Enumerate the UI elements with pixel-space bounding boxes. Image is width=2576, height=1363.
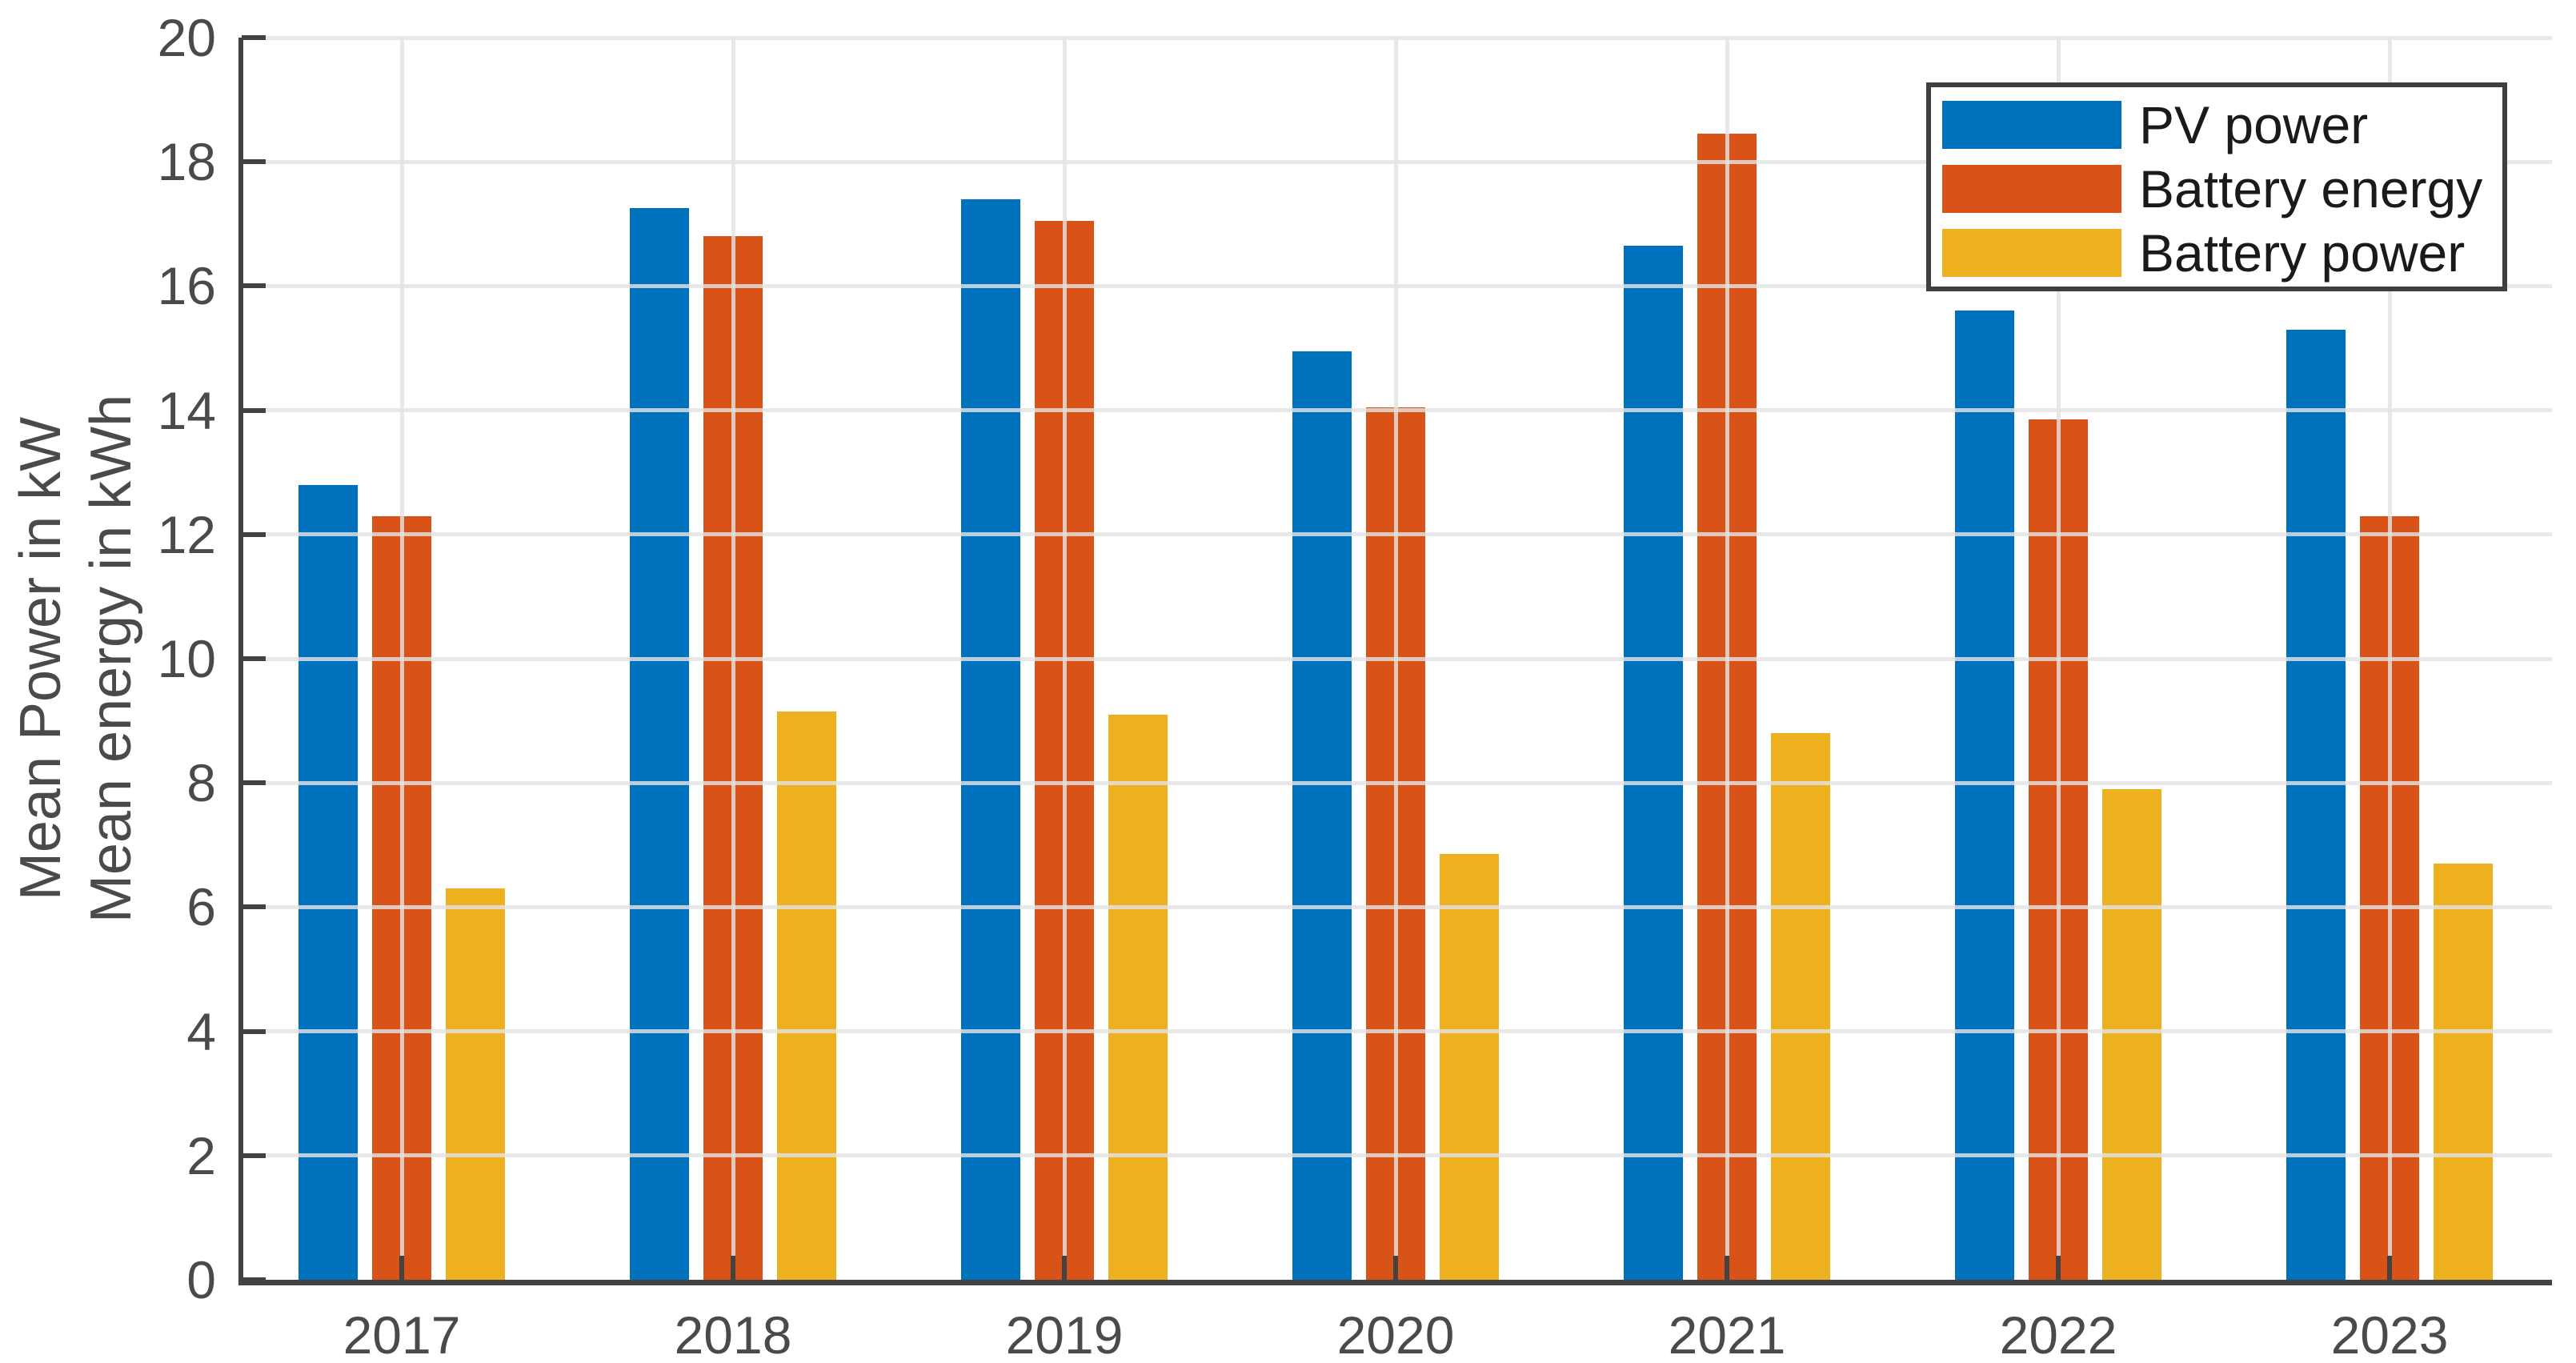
bar-battery-power-2017: [445, 888, 505, 1280]
legend-row-0: PV power: [1942, 95, 2502, 154]
legend: PV power Battery energy Battery power: [1926, 82, 2507, 291]
legend-label-pv-power: PV power: [2139, 95, 2369, 154]
bar-battery-power-2020: [1439, 854, 1499, 1280]
bar-pv-power-2023: [2286, 329, 2346, 1280]
y-gridline-2: [242, 1153, 2552, 1158]
y-tick-label-16: 16: [157, 256, 216, 316]
x-tick-label-2017: 2017: [343, 1305, 461, 1363]
y-tick-12: [242, 531, 266, 537]
bar-pv-power-2022: [1955, 311, 2015, 1280]
y-gridline-18: [242, 159, 2552, 164]
bar-battery-power-2018: [776, 711, 836, 1280]
legend-label-battery-energy: Battery energy: [2139, 159, 2483, 218]
x-tick-label-2023: 2023: [2330, 1305, 2449, 1363]
bar-pv-power-2018: [630, 208, 690, 1280]
y-tick-2: [242, 1153, 266, 1158]
y-gridline-6: [242, 904, 2552, 909]
legend-swatch-pv-power: [1942, 101, 2121, 149]
x-tick-2021: [1725, 1256, 1729, 1280]
y-tick-16: [242, 283, 266, 289]
x-tick-label-2018: 2018: [674, 1305, 792, 1363]
y-tick-10: [242, 656, 266, 661]
y-axis-line: [238, 38, 243, 1285]
y-tick-20: [242, 35, 266, 40]
y-tick-6: [242, 904, 266, 910]
bar-battery-power-2021: [1770, 733, 1830, 1280]
y-tick-label-4: 4: [186, 1001, 216, 1061]
y-tick-label-6: 6: [186, 877, 216, 937]
legend-swatch-battery-energy: [1942, 165, 2121, 213]
bar-pv-power-2019: [961, 198, 1021, 1280]
legend-swatch-battery-power: [1942, 229, 2121, 277]
y-tick-14: [242, 407, 266, 413]
bar-pv-power-2021: [1624, 245, 1684, 1280]
y-gridline-12: [242, 532, 2552, 537]
x-tick-2022: [2056, 1256, 2061, 1280]
y-gridline-14: [242, 408, 2552, 413]
y-gridline-16: [242, 283, 2552, 288]
y-gridline-20: [242, 35, 2552, 40]
x-tick-label-2020: 2020: [1336, 1305, 1455, 1363]
y-tick-label-10: 10: [157, 629, 216, 688]
y-tick-label-8: 8: [186, 753, 216, 813]
bar-battery-power-2022: [2101, 788, 2161, 1280]
y-tick-8: [242, 780, 266, 786]
bar-battery-power-2019: [1108, 714, 1168, 1280]
y-tick-label-2: 2: [186, 1125, 216, 1185]
x-tick-2017: [399, 1256, 404, 1280]
y-tick-label-18: 18: [157, 132, 216, 192]
bar-battery-power-2023: [2433, 864, 2493, 1280]
x-tick-2023: [2387, 1256, 2392, 1280]
y-gridline-4: [242, 1029, 2552, 1034]
y-tick-label-20: 20: [157, 8, 216, 67]
bar-pv-power-2020: [1292, 351, 1352, 1280]
y-tick-4: [242, 1028, 266, 1034]
y-gridline-8: [242, 780, 2552, 785]
x-tick-2020: [1393, 1256, 1398, 1280]
x-tick-label-2021: 2021: [1668, 1305, 1786, 1363]
legend-label-battery-power: Battery power: [2139, 223, 2466, 283]
x-tick-label-2019: 2019: [1005, 1305, 1124, 1363]
x-axis-line: [238, 1280, 2552, 1285]
legend-row-2: Battery power: [1942, 223, 2502, 283]
y-tick-label-12: 12: [157, 504, 216, 564]
y-tick-label-0: 0: [186, 1250, 216, 1309]
y-tick-label-14: 14: [157, 380, 216, 440]
x-tick-2018: [731, 1256, 735, 1280]
x-tick-label-2022: 2022: [1999, 1305, 2117, 1363]
y-tick-18: [242, 159, 266, 165]
bar-pv-power-2017: [298, 484, 359, 1280]
legend-row-1: Battery energy: [1942, 159, 2502, 218]
y-gridline-10: [242, 656, 2552, 661]
x-tick-2019: [1062, 1256, 1067, 1280]
